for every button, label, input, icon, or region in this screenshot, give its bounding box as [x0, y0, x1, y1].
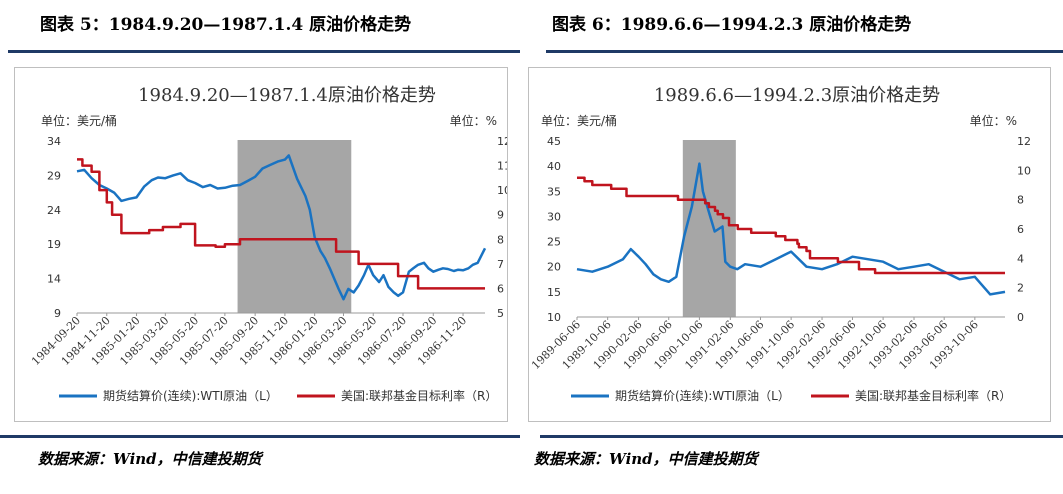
right-tick-label: 11: [497, 160, 507, 173]
left-tick-label: 30: [547, 210, 561, 223]
figure-heading: 图表 5：1984.9.20—1987.1.4 原油价格走势: [40, 15, 412, 35]
right-tick-label: 12: [497, 135, 507, 148]
right-axis-unit: 单位：%: [970, 113, 1017, 128]
right-tick-label: 6: [497, 282, 504, 295]
chart-frame: 1984.9.20—1987.1.4原油价格走势单位：美元/桶 单位：% 9 14 19…: [14, 67, 511, 422]
right-tick-label: 10: [1017, 164, 1031, 177]
left-tick-label: 19: [47, 238, 61, 251]
chart-title: 1989.6.6—1994.2.3原油价格走势: [654, 85, 940, 106]
legend-label: 期货结算价(连续):WTI原油（L）: [103, 388, 278, 403]
left-tick-label: 24: [47, 204, 61, 217]
left-tick-label: 34: [47, 135, 61, 148]
right-tick-label: 8: [497, 233, 504, 246]
left-axis-unit: 单位：美元/桶: [541, 113, 617, 128]
right-tick-label: 9: [497, 209, 504, 222]
shaded-period: [237, 140, 352, 313]
left-tick-label: 45: [547, 135, 561, 148]
chart-title: 1984.9.20—1987.1.4原油价格走势: [138, 85, 436, 106]
data-source: 数据来源：Wind，中信建投期货: [534, 450, 758, 468]
top-rule: [8, 50, 520, 53]
left-tick-label: 25: [547, 236, 561, 249]
right-tick-label: 12: [1017, 135, 1031, 148]
shaded-period: [682, 140, 736, 317]
legend-label: 美国:联邦基金目标利率（R）: [855, 388, 1011, 403]
left-tick-label: 10: [547, 311, 561, 324]
series-line-wti: [576, 162, 1006, 296]
left-tick-label: 35: [547, 185, 561, 198]
legend-label: 期货结算价(连续):WTI原油（L）: [615, 388, 790, 403]
left-tick-label: 14: [47, 273, 61, 286]
right-axis-unit: 单位：%: [450, 113, 497, 128]
bottom-rule: [540, 435, 1063, 438]
series-line-fed-rate: [577, 176, 1005, 275]
figure-heading: 图表 6：1989.6.6—1994.2.3 原油价格走势: [552, 15, 912, 35]
left-tick-label: 15: [547, 286, 561, 299]
left-axis-unit: 单位：美元/桶: [41, 113, 117, 128]
right-tick-label: 6: [1017, 223, 1024, 236]
right-tick-label: 7: [497, 258, 504, 271]
right-tick-label: 5: [497, 307, 504, 320]
top-rule: [546, 50, 1063, 53]
left-tick-label: 29: [47, 169, 61, 182]
left-tick-label: 40: [547, 160, 561, 173]
right-tick-label: 10: [497, 184, 507, 197]
right-tick-label: 2: [1017, 282, 1024, 295]
chart-frame: 1989.6.6—1994.2.3原油价格走势 单位：美元/桶 单位：% 10 15 20…: [528, 67, 1051, 422]
left-tick-label: 20: [547, 261, 561, 274]
left-tick-label: 9: [54, 307, 61, 320]
right-tick-label: 0: [1017, 311, 1024, 324]
right-tick-label: 8: [1017, 194, 1024, 207]
data-source: 数据来源：Wind，中信建投期货: [38, 450, 262, 468]
figure-panel-5: 图表 5：1984.9.20—1987.1.4 原油价格走势 1984.9.20…: [0, 0, 520, 494]
bottom-rule: [0, 435, 520, 438]
figure-panel-6: 图表 6：1989.6.6—1994.2.3 原油价格走势 1989.6.6—1…: [528, 0, 1063, 494]
legend-label: 美国:联邦基金目标利率（R）: [341, 388, 497, 403]
right-tick-label: 4: [1017, 252, 1024, 265]
